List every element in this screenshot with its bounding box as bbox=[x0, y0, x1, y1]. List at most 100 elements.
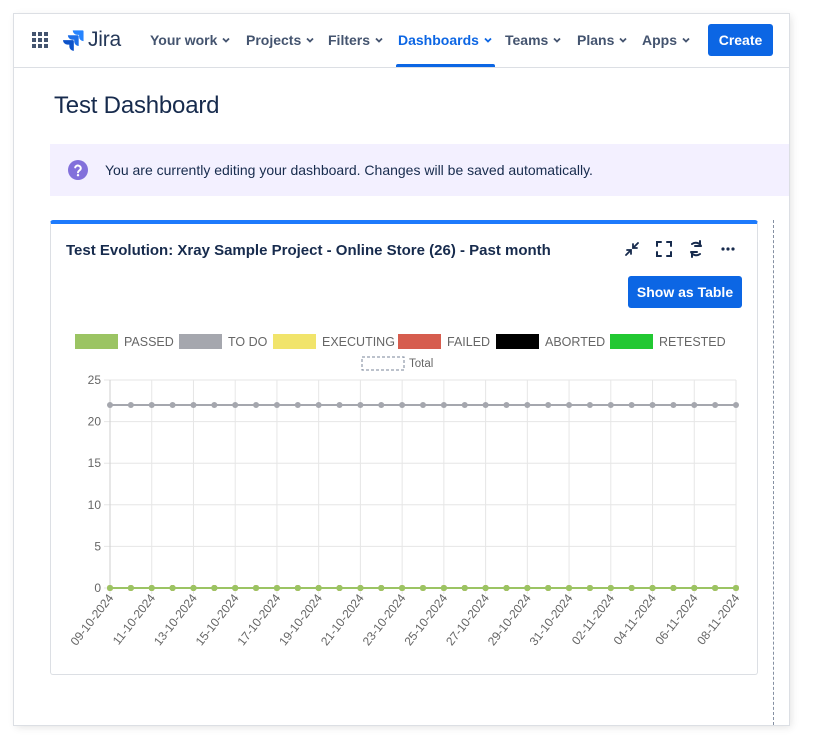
legend-label: RETESTED bbox=[659, 335, 726, 349]
data-point bbox=[586, 585, 593, 591]
data-point bbox=[232, 401, 239, 408]
chevron-down-icon bbox=[553, 37, 561, 43]
nav-label: Apps bbox=[642, 32, 677, 48]
y-axis: 0 5 10 15 20 25 bbox=[88, 373, 102, 595]
nav-filters[interactable]: Filters bbox=[328, 14, 384, 66]
nav-label: Filters bbox=[328, 32, 371, 48]
create-button[interactable]: Create bbox=[708, 24, 773, 56]
legend-swatch bbox=[75, 334, 118, 349]
chevron-down-icon bbox=[222, 37, 231, 43]
data-point bbox=[482, 401, 489, 408]
jira-logo-icon bbox=[63, 30, 84, 51]
nav-label: Teams bbox=[505, 32, 549, 48]
y-tick-label: 5 bbox=[94, 539, 101, 553]
data-point bbox=[315, 585, 322, 591]
chevron-down-icon bbox=[375, 37, 383, 43]
data-point bbox=[357, 585, 364, 591]
legend-label: ABORTED bbox=[545, 335, 605, 349]
data-point bbox=[586, 401, 593, 408]
jira-logo[interactable]: Jira bbox=[62, 28, 121, 52]
x-tick-label: 08-11-2024 bbox=[694, 591, 742, 648]
nav-plans[interactable]: Plans bbox=[577, 14, 628, 66]
nav-dashboards[interactable]: Dashboards bbox=[396, 14, 495, 67]
chart-series bbox=[107, 401, 739, 591]
data-point bbox=[169, 401, 176, 408]
gadget-actions bbox=[623, 240, 737, 258]
data-point bbox=[670, 585, 677, 591]
top-navigation: Jira Your work Projects Filters Dashboar… bbox=[14, 14, 789, 68]
data-point bbox=[691, 401, 698, 408]
question-circle-icon bbox=[68, 160, 88, 180]
data-point bbox=[294, 585, 301, 591]
data-point bbox=[315, 401, 322, 408]
nav-label: Plans bbox=[577, 32, 615, 48]
legend-label-total: Total bbox=[409, 358, 433, 370]
data-point bbox=[211, 585, 218, 591]
show-as-table-button[interactable]: Show as Table bbox=[628, 276, 742, 308]
data-point bbox=[649, 401, 656, 408]
data-point bbox=[545, 585, 552, 591]
legend-swatch bbox=[496, 334, 539, 349]
nav-apps[interactable]: Apps bbox=[642, 14, 691, 66]
chevron-down-icon bbox=[484, 37, 492, 43]
data-point bbox=[107, 585, 113, 591]
legend-label: TO DO bbox=[228, 335, 268, 349]
data-point bbox=[190, 585, 197, 591]
nav-label: Dashboards bbox=[398, 32, 479, 48]
y-tick-label: 0 bbox=[94, 581, 101, 595]
data-point bbox=[190, 401, 197, 408]
data-point bbox=[733, 401, 739, 408]
data-point bbox=[336, 401, 343, 408]
gadget-title: Test Evolution: Xray Sample Project - On… bbox=[66, 242, 551, 259]
app-switcher-icon[interactable] bbox=[31, 31, 49, 49]
data-point bbox=[628, 401, 635, 408]
x-axis: 09-10-202411-10-202413-10-202415-10-2024… bbox=[68, 591, 743, 648]
data-point bbox=[211, 401, 218, 408]
nav-label: Projects bbox=[246, 32, 302, 48]
jira-window: Jira Your work Projects Filters Dashboar… bbox=[14, 14, 789, 725]
drop-zone-border bbox=[773, 220, 789, 725]
data-point bbox=[566, 585, 573, 591]
page-title: Test Dashboard bbox=[54, 92, 220, 119]
legend-swatch bbox=[398, 334, 441, 349]
legend-swatch bbox=[610, 334, 653, 349]
refresh-icon[interactable] bbox=[687, 240, 705, 258]
data-point bbox=[712, 401, 719, 408]
chart-legend: PASSED TO DO EXECUTING FAILED ABORTED RETESTE… bbox=[75, 334, 726, 371]
data-point bbox=[461, 585, 468, 591]
data-point bbox=[524, 585, 531, 591]
legend-swatch bbox=[273, 334, 316, 349]
y-tick-label: 20 bbox=[88, 415, 102, 429]
legend-swatch-total bbox=[361, 356, 405, 371]
minimize-icon[interactable] bbox=[623, 240, 641, 258]
data-point bbox=[607, 585, 614, 591]
data-point bbox=[232, 585, 239, 591]
data-point bbox=[440, 585, 447, 591]
data-point bbox=[273, 585, 280, 591]
chevron-down-icon bbox=[306, 37, 314, 43]
data-point bbox=[712, 585, 719, 591]
data-point bbox=[482, 585, 489, 591]
nav-teams[interactable]: Teams bbox=[505, 14, 562, 66]
data-point bbox=[127, 401, 134, 408]
data-point bbox=[566, 401, 573, 408]
data-point bbox=[503, 401, 510, 408]
data-point bbox=[294, 401, 301, 408]
data-point bbox=[378, 401, 385, 408]
nav-your-work[interactable]: Your work bbox=[150, 14, 231, 66]
legend-swatch bbox=[179, 334, 222, 349]
data-point bbox=[733, 585, 739, 591]
data-point bbox=[399, 401, 406, 408]
legend-label: FAILED bbox=[447, 335, 490, 349]
data-point bbox=[420, 401, 426, 408]
chevron-down-icon bbox=[619, 37, 627, 43]
nav-projects[interactable]: Projects bbox=[246, 14, 315, 66]
data-point bbox=[524, 401, 531, 408]
more-icon[interactable] bbox=[719, 240, 737, 258]
data-point bbox=[336, 585, 343, 591]
y-tick-label: 15 bbox=[88, 456, 102, 470]
legend-label: PASSED bbox=[124, 335, 174, 349]
data-point bbox=[440, 401, 447, 408]
data-point bbox=[461, 401, 468, 408]
fullscreen-icon[interactable] bbox=[655, 240, 673, 258]
